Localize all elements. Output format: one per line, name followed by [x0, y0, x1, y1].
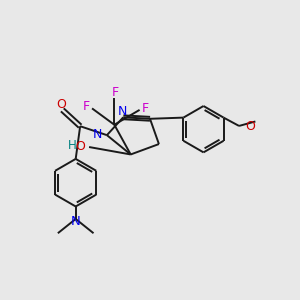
Text: O: O	[75, 140, 85, 153]
Text: N: N	[118, 106, 127, 118]
Text: F: F	[112, 86, 119, 99]
Text: O: O	[246, 120, 255, 133]
Text: N: N	[93, 128, 102, 141]
Text: F: F	[83, 100, 90, 113]
Text: F: F	[142, 102, 149, 115]
Text: N: N	[71, 215, 81, 228]
Text: H: H	[68, 139, 76, 152]
Text: O: O	[56, 98, 66, 111]
